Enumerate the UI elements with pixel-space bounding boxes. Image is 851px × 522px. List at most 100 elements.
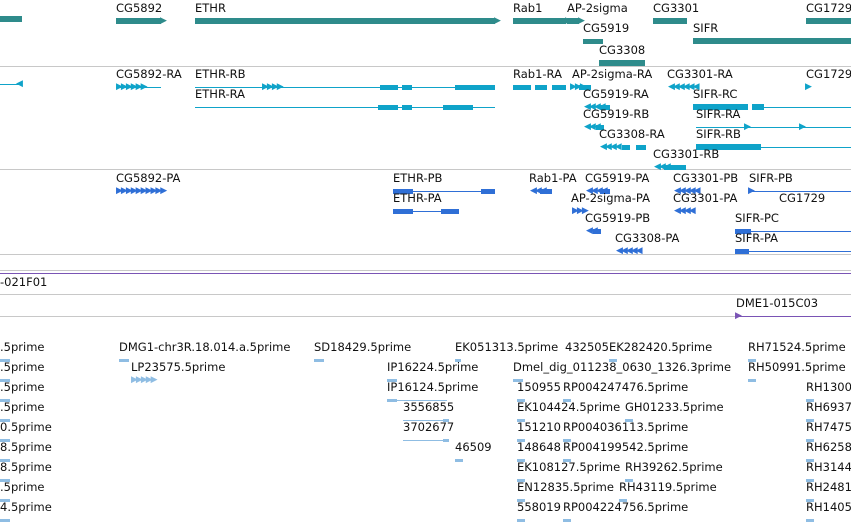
- protein-label[interactable]: CG1729: [779, 191, 826, 205]
- gene-glyph[interactable]: ▶: [0, 14, 851, 28]
- est-label[interactable]: 148648: [517, 440, 561, 454]
- clone-label[interactable]: DME1-015C03: [736, 296, 819, 310]
- est-label[interactable]: RP004199542.5prime: [563, 440, 689, 454]
- est-label[interactable]: 3702677: [403, 420, 455, 434]
- est-label[interactable]: 4.5prime: [0, 500, 52, 514]
- est-label[interactable]: SD18429.5prime: [314, 340, 412, 354]
- protein-label[interactable]: ETHR-PA: [393, 191, 442, 205]
- transcript-label[interactable]: SIFR-RA: [696, 107, 741, 121]
- est-label[interactable]: EK282420.5prime: [609, 340, 713, 354]
- est-label[interactable]: RH1300: [806, 380, 851, 394]
- transcript-label[interactable]: CG3301-RA: [667, 67, 733, 81]
- est-label[interactable]: RP004224756.5prime: [563, 500, 689, 514]
- est-label[interactable]: Dmel_dig_011238_0630_1326.3prime: [513, 360, 732, 374]
- gene-label[interactable]: CG1729: [806, 1, 851, 15]
- transcript-glyph[interactable]: [0, 140, 851, 154]
- est-label[interactable]: RP004036113.5prime: [563, 420, 689, 434]
- est-label[interactable]: RH7475: [806, 420, 851, 434]
- est-label[interactable]: .5prime: [0, 480, 45, 494]
- est-label[interactable]: 3556855: [403, 400, 455, 414]
- gene-label[interactable]: CG3301: [653, 1, 700, 15]
- est-label[interactable]: DMG1-chr3R.18.014.a.5prime: [119, 340, 291, 354]
- protein-label[interactable]: SIFR-PB: [749, 171, 793, 185]
- transcript-label[interactable]: SIFR-RB: [696, 127, 741, 141]
- est-label[interactable]: EK051313.5prime: [455, 340, 559, 354]
- est-label[interactable]: RH71524.5prime: [748, 340, 846, 354]
- gene-glyph[interactable]: ▶: [0, 14, 851, 28]
- transcript-label[interactable]: CG5919-RB: [583, 107, 650, 121]
- protein-label[interactable]: SIFR-PC: [735, 211, 779, 225]
- gene-label[interactable]: CG5892: [116, 1, 163, 15]
- est-glyph[interactable]: [0, 493, 851, 507]
- gene-label[interactable]: Rab1: [513, 1, 543, 15]
- gene-label[interactable]: ETHR: [195, 1, 226, 15]
- est-label[interactable]: RH3144: [806, 460, 851, 474]
- est-label[interactable]: 0.5prime: [0, 420, 52, 434]
- feature-fragment[interactable]: [0, 84, 20, 85]
- gene-glyph[interactable]: [0, 34, 851, 48]
- protein-label[interactable]: CG3308-PA: [615, 231, 680, 245]
- est-glyph[interactable]: [0, 473, 851, 487]
- protein-label[interactable]: CG3301-PA: [673, 191, 738, 205]
- est-label[interactable]: 150955: [517, 380, 561, 394]
- est-label[interactable]: .5prime: [0, 400, 45, 414]
- gene-glyph[interactable]: [0, 14, 851, 28]
- est-label[interactable]: EK104424.5prime: [517, 400, 621, 414]
- protein-label[interactable]: CG5892-PA: [116, 171, 181, 185]
- est-glyph[interactable]: [0, 433, 851, 447]
- gene-label[interactable]: CG3308: [599, 43, 646, 57]
- clone-line[interactable]: [0, 273, 851, 274]
- est-label[interactable]: RH1405: [806, 500, 851, 514]
- transcript-label[interactable]: CG3308-RA: [599, 127, 665, 141]
- est-label[interactable]: 432505: [565, 340, 609, 354]
- protein-glyph[interactable]: ◀◀◀◀: [0, 204, 851, 218]
- protein-label[interactable]: CG5919-PA: [585, 171, 650, 185]
- est-label[interactable]: .5prime: [0, 360, 45, 374]
- est-label[interactable]: .5prime: [0, 340, 45, 354]
- protein-glyph[interactable]: [0, 244, 851, 258]
- gene-label[interactable]: SIFR: [693, 21, 719, 35]
- est-label[interactable]: 8.5prime: [0, 440, 52, 454]
- est-glyph[interactable]: [0, 493, 851, 507]
- est-glyph[interactable]: [0, 433, 851, 447]
- est-glyph[interactable]: [0, 513, 851, 522]
- protein-glyph[interactable]: [0, 204, 851, 218]
- protein-glyph[interactable]: ▶▶▶: [0, 204, 851, 218]
- gene-label[interactable]: AP-2sigma: [567, 1, 628, 15]
- est-glyph[interactable]: [0, 473, 851, 487]
- est-label[interactable]: EN12835.5prime: [517, 480, 614, 494]
- est-label[interactable]: IP16124.5prime: [387, 380, 479, 394]
- transcript-label[interactable]: CG1729: [806, 67, 851, 81]
- est-glyph[interactable]: [0, 453, 851, 467]
- transcript-label[interactable]: CG3301-RB: [653, 147, 720, 161]
- est-label[interactable]: EK108127.5prime: [517, 460, 621, 474]
- est-label[interactable]: IP16224.5prime: [387, 360, 479, 374]
- est-label[interactable]: 46509: [455, 440, 492, 454]
- gene-label[interactable]: CG5919: [583, 21, 630, 35]
- est-glyph[interactable]: [0, 493, 851, 507]
- est-glyph[interactable]: [0, 513, 851, 522]
- est-label[interactable]: RP004247476.5prime: [563, 380, 689, 394]
- est-glyph[interactable]: [0, 473, 851, 487]
- protein-label[interactable]: SIFR-PA: [735, 231, 779, 245]
- protein-glyph[interactable]: ◀◀◀◀◀: [0, 244, 851, 258]
- protein-glyph[interactable]: ◀◀: [0, 224, 851, 238]
- feature-fragment[interactable]: [0, 16, 22, 22]
- est-label[interactable]: RH6258: [806, 440, 851, 454]
- clone-label[interactable]: -021F01: [0, 275, 48, 289]
- est-glyph[interactable]: [0, 433, 851, 447]
- est-label[interactable]: RH39262.5prime: [625, 460, 723, 474]
- transcript-label[interactable]: SIFR-RC: [693, 87, 738, 101]
- transcript-label[interactable]: CG5919-RA: [583, 87, 649, 101]
- est-glyph[interactable]: [0, 453, 851, 467]
- transcript-label[interactable]: CG5892-RA: [116, 67, 182, 81]
- est-glyph[interactable]: [0, 433, 851, 447]
- est-label[interactable]: 151210: [517, 420, 561, 434]
- protein-label[interactable]: AP-2sigma-PA: [571, 191, 650, 205]
- est-label[interactable]: RH2481: [806, 480, 851, 494]
- gene-glyph[interactable]: [0, 14, 851, 28]
- protein-label[interactable]: CG3301-PB: [673, 171, 739, 185]
- est-label[interactable]: RH43119.5prime: [619, 480, 717, 494]
- est-label[interactable]: .5prime: [0, 380, 45, 394]
